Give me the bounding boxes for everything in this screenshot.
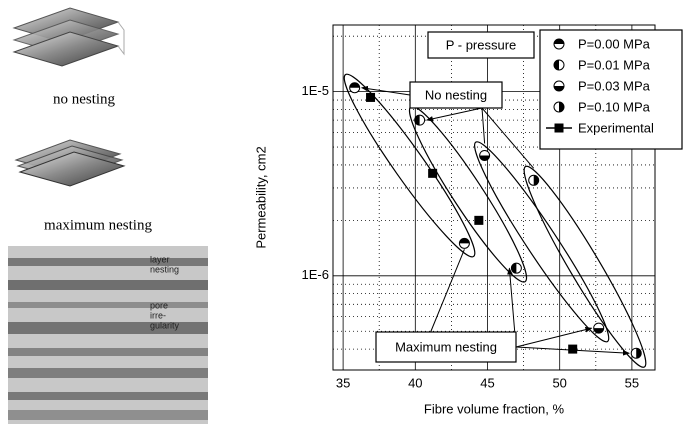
marker xyxy=(553,59,565,71)
marker xyxy=(474,215,484,225)
annotation-box xyxy=(409,81,503,109)
marker-shape xyxy=(366,92,376,102)
x-tick-label: 50 xyxy=(552,375,566,390)
marker-shape xyxy=(474,215,484,225)
annotation-arrow xyxy=(360,85,411,96)
y-tick-label: 1E-5 xyxy=(302,83,329,98)
marker xyxy=(553,38,565,50)
y-axis-label: Permeability, cm2 xyxy=(253,146,268,248)
marker-shape xyxy=(414,115,420,126)
marker xyxy=(349,82,361,94)
legend-label: P=0.10 MPa xyxy=(578,99,651,114)
marker xyxy=(458,237,470,249)
legend-label: P=0.00 MPa xyxy=(578,36,651,51)
marker-shape xyxy=(554,39,564,44)
marker-shape xyxy=(459,238,470,244)
x-axis-label: Fibre volume fraction, % xyxy=(424,401,565,416)
legend-label: P=0.01 MPa xyxy=(578,57,651,72)
marker xyxy=(428,168,438,178)
group-ellipse xyxy=(474,141,610,343)
marker xyxy=(593,322,605,334)
legend-label: P=0.03 MPa xyxy=(578,78,651,93)
photo-label: gularity xyxy=(150,320,180,330)
caption: no nesting xyxy=(53,91,116,107)
marker-shape xyxy=(533,175,539,186)
annotation: Maximum nesting xyxy=(395,339,497,354)
x-tick-label: 55 xyxy=(625,375,639,390)
marker-shape xyxy=(554,123,564,133)
marker-shape xyxy=(479,155,490,161)
annotation-arrow xyxy=(425,107,483,122)
marker xyxy=(528,174,540,186)
marker-shape xyxy=(593,328,604,334)
marker xyxy=(630,347,642,359)
photo-label: layer xyxy=(150,254,170,264)
group-ellipse xyxy=(408,105,528,283)
legend-label: Experimental xyxy=(578,120,654,135)
marker xyxy=(414,114,426,126)
photo-label: irre- xyxy=(150,310,166,320)
annotation-box xyxy=(427,31,535,59)
annotation-arrow xyxy=(430,249,465,333)
marker xyxy=(366,92,376,102)
legend-box xyxy=(539,29,683,150)
annotation-arrow xyxy=(481,107,486,144)
photo-label: pore xyxy=(150,300,168,310)
marker xyxy=(554,123,564,133)
x-tick-label: 35 xyxy=(336,375,350,390)
no-nesting-image xyxy=(12,7,125,67)
marker xyxy=(553,101,565,113)
max-nesting-image xyxy=(14,139,126,187)
x-tick-label: 40 xyxy=(408,375,422,390)
marker xyxy=(568,344,578,354)
marker-shape xyxy=(554,86,564,91)
group-ellipse xyxy=(343,73,476,258)
marker-shape xyxy=(636,348,642,359)
annotation-arrow xyxy=(515,326,593,348)
annotation-box xyxy=(375,331,517,363)
marker xyxy=(479,149,491,161)
marker-shape xyxy=(568,344,578,354)
x-tick-label: 45 xyxy=(480,375,494,390)
marker xyxy=(553,80,565,92)
photo-label: nesting xyxy=(150,264,179,274)
y-tick-label: 1E-6 xyxy=(302,267,329,282)
annotation-arrow xyxy=(481,107,535,169)
marker-shape xyxy=(511,263,517,274)
group-ellipse xyxy=(523,165,647,368)
micrograph: layer nesting pore irre- gularity xyxy=(8,246,208,424)
caption: maximum nesting xyxy=(44,217,152,233)
plot-frame xyxy=(332,24,656,371)
marker-shape xyxy=(559,102,564,112)
chart: 1E-5 1E-6 35 40 45 50 55 Fibre volume fraction,… xyxy=(253,24,683,416)
annotation: P - pressure xyxy=(446,37,517,52)
marker-shape xyxy=(554,60,559,70)
annotation: No nesting xyxy=(425,87,487,102)
marker-shape xyxy=(428,168,438,178)
marker-shape xyxy=(349,82,360,88)
marker xyxy=(510,262,522,274)
